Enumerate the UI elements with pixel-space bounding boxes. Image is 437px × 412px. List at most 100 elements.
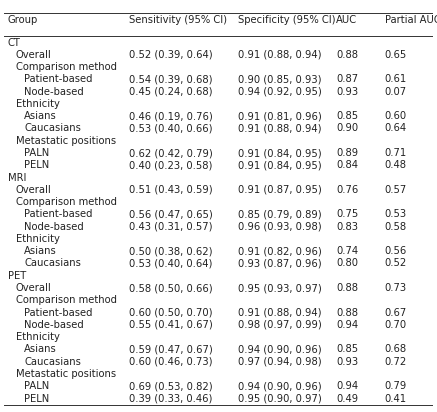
Text: 0.91 (0.88, 0.94): 0.91 (0.88, 0.94) bbox=[238, 50, 321, 60]
Text: 0.94: 0.94 bbox=[336, 320, 358, 330]
Text: 0.88: 0.88 bbox=[336, 50, 358, 60]
Text: 0.88: 0.88 bbox=[336, 308, 358, 318]
Text: 0.71: 0.71 bbox=[385, 148, 407, 158]
Text: 0.55 (0.41, 0.67): 0.55 (0.41, 0.67) bbox=[128, 320, 212, 330]
Text: 0.62 (0.42, 0.79): 0.62 (0.42, 0.79) bbox=[128, 148, 212, 158]
Text: Ethnicity: Ethnicity bbox=[15, 332, 59, 342]
Text: 0.65: 0.65 bbox=[385, 50, 407, 60]
Text: 0.85: 0.85 bbox=[336, 344, 358, 354]
Text: 0.93: 0.93 bbox=[336, 357, 358, 367]
Text: 0.90: 0.90 bbox=[336, 124, 358, 133]
Text: 0.52: 0.52 bbox=[385, 258, 407, 269]
Text: 0.64: 0.64 bbox=[385, 124, 407, 133]
Text: Metastatic positions: Metastatic positions bbox=[15, 369, 116, 379]
Text: 0.97 (0.94, 0.98): 0.97 (0.94, 0.98) bbox=[238, 357, 321, 367]
Text: Caucasians: Caucasians bbox=[24, 124, 81, 133]
Text: PELN: PELN bbox=[24, 160, 49, 170]
Text: 0.45 (0.24, 0.68): 0.45 (0.24, 0.68) bbox=[128, 87, 212, 97]
Text: Caucasians: Caucasians bbox=[24, 357, 81, 367]
Text: 0.94: 0.94 bbox=[336, 381, 358, 391]
Text: MRI: MRI bbox=[8, 173, 26, 183]
Text: 0.84: 0.84 bbox=[336, 160, 358, 170]
Text: Asians: Asians bbox=[24, 111, 57, 121]
Text: 0.74: 0.74 bbox=[336, 246, 358, 256]
Text: 0.91 (0.88, 0.94): 0.91 (0.88, 0.94) bbox=[238, 124, 321, 133]
Text: Overall: Overall bbox=[15, 283, 51, 293]
Text: 0.43 (0.31, 0.57): 0.43 (0.31, 0.57) bbox=[128, 222, 212, 232]
Text: 0.85: 0.85 bbox=[336, 111, 358, 121]
Text: Node-based: Node-based bbox=[24, 87, 84, 97]
Text: 0.61: 0.61 bbox=[385, 75, 407, 84]
Text: 0.53: 0.53 bbox=[385, 209, 407, 220]
Text: PALN: PALN bbox=[24, 381, 49, 391]
Text: CT: CT bbox=[8, 37, 21, 47]
Text: Ethnicity: Ethnicity bbox=[15, 234, 59, 244]
Text: 0.91 (0.88, 0.94): 0.91 (0.88, 0.94) bbox=[238, 308, 321, 318]
Text: Patient-based: Patient-based bbox=[24, 308, 93, 318]
Text: Patient-based: Patient-based bbox=[24, 75, 93, 84]
Text: 0.91 (0.84, 0.95): 0.91 (0.84, 0.95) bbox=[238, 160, 321, 170]
Text: AUC: AUC bbox=[336, 14, 357, 25]
Text: 0.93 (0.87, 0.96): 0.93 (0.87, 0.96) bbox=[238, 258, 321, 269]
Text: Partial AUC: Partial AUC bbox=[385, 14, 437, 25]
Text: 0.56: 0.56 bbox=[385, 246, 407, 256]
Text: Asians: Asians bbox=[24, 344, 57, 354]
Text: 0.91 (0.84, 0.95): 0.91 (0.84, 0.95) bbox=[238, 148, 321, 158]
Text: 0.53 (0.40, 0.64): 0.53 (0.40, 0.64) bbox=[128, 258, 212, 269]
Text: 0.57: 0.57 bbox=[385, 185, 407, 195]
Text: 0.40 (0.23, 0.58): 0.40 (0.23, 0.58) bbox=[128, 160, 212, 170]
Text: 0.73: 0.73 bbox=[385, 283, 407, 293]
Text: 0.87: 0.87 bbox=[336, 75, 358, 84]
Text: 0.96 (0.93, 0.98): 0.96 (0.93, 0.98) bbox=[238, 222, 321, 232]
Text: 0.60: 0.60 bbox=[385, 111, 407, 121]
Text: Overall: Overall bbox=[15, 185, 51, 195]
Text: 0.48: 0.48 bbox=[385, 160, 407, 170]
Text: 0.91 (0.82, 0.96): 0.91 (0.82, 0.96) bbox=[238, 246, 322, 256]
Text: 0.72: 0.72 bbox=[385, 357, 407, 367]
Text: 0.85 (0.79, 0.89): 0.85 (0.79, 0.89) bbox=[238, 209, 321, 220]
Text: 0.59 (0.47, 0.67): 0.59 (0.47, 0.67) bbox=[128, 344, 212, 354]
Text: 0.46 (0.19, 0.76): 0.46 (0.19, 0.76) bbox=[128, 111, 212, 121]
Text: 0.80: 0.80 bbox=[336, 258, 358, 269]
Text: 0.49: 0.49 bbox=[336, 393, 358, 403]
Text: 0.91 (0.87, 0.95): 0.91 (0.87, 0.95) bbox=[238, 185, 322, 195]
Text: 0.60 (0.50, 0.70): 0.60 (0.50, 0.70) bbox=[128, 308, 212, 318]
Text: Comparison method: Comparison method bbox=[15, 197, 117, 207]
Text: 0.94 (0.92, 0.95): 0.94 (0.92, 0.95) bbox=[238, 87, 322, 97]
Text: 0.41: 0.41 bbox=[385, 393, 407, 403]
Text: PALN: PALN bbox=[24, 148, 49, 158]
Text: 0.91 (0.81, 0.96): 0.91 (0.81, 0.96) bbox=[238, 111, 322, 121]
Text: Overall: Overall bbox=[15, 50, 51, 60]
Text: 0.53 (0.40, 0.66): 0.53 (0.40, 0.66) bbox=[128, 124, 212, 133]
Text: 0.75: 0.75 bbox=[336, 209, 358, 220]
Text: 0.67: 0.67 bbox=[385, 308, 407, 318]
Text: Node-based: Node-based bbox=[24, 222, 84, 232]
Text: Asians: Asians bbox=[24, 246, 57, 256]
Text: 0.07: 0.07 bbox=[385, 87, 407, 97]
Text: 0.95 (0.90, 0.97): 0.95 (0.90, 0.97) bbox=[238, 393, 322, 403]
Text: 0.94 (0.90, 0.96): 0.94 (0.90, 0.96) bbox=[238, 381, 321, 391]
Text: 0.39 (0.33, 0.46): 0.39 (0.33, 0.46) bbox=[128, 393, 212, 403]
Text: 0.69 (0.53, 0.82): 0.69 (0.53, 0.82) bbox=[128, 381, 212, 391]
Text: 0.90 (0.85, 0.93): 0.90 (0.85, 0.93) bbox=[238, 75, 321, 84]
Text: 0.58 (0.50, 0.66): 0.58 (0.50, 0.66) bbox=[128, 283, 212, 293]
Text: 0.94 (0.90, 0.96): 0.94 (0.90, 0.96) bbox=[238, 344, 321, 354]
Text: Comparison method: Comparison method bbox=[15, 62, 117, 72]
Text: 0.83: 0.83 bbox=[336, 222, 358, 232]
Text: 0.54 (0.39, 0.68): 0.54 (0.39, 0.68) bbox=[128, 75, 212, 84]
Text: 0.79: 0.79 bbox=[385, 381, 407, 391]
Text: Ethnicity: Ethnicity bbox=[15, 99, 59, 109]
Text: 0.93: 0.93 bbox=[336, 87, 358, 97]
Text: 0.95 (0.93, 0.97): 0.95 (0.93, 0.97) bbox=[238, 283, 322, 293]
Text: 0.60 (0.46, 0.73): 0.60 (0.46, 0.73) bbox=[128, 357, 212, 367]
Text: 0.51 (0.43, 0.59): 0.51 (0.43, 0.59) bbox=[128, 185, 212, 195]
Text: Group: Group bbox=[8, 14, 38, 25]
Text: Node-based: Node-based bbox=[24, 320, 84, 330]
Text: 0.58: 0.58 bbox=[385, 222, 407, 232]
Text: 0.68: 0.68 bbox=[385, 344, 407, 354]
Text: 0.89: 0.89 bbox=[336, 148, 358, 158]
Text: 0.98 (0.97, 0.99): 0.98 (0.97, 0.99) bbox=[238, 320, 322, 330]
Text: 0.50 (0.38, 0.62): 0.50 (0.38, 0.62) bbox=[128, 246, 212, 256]
Text: Sensitivity (95% CI): Sensitivity (95% CI) bbox=[128, 14, 226, 25]
Text: Patient-based: Patient-based bbox=[24, 209, 93, 220]
